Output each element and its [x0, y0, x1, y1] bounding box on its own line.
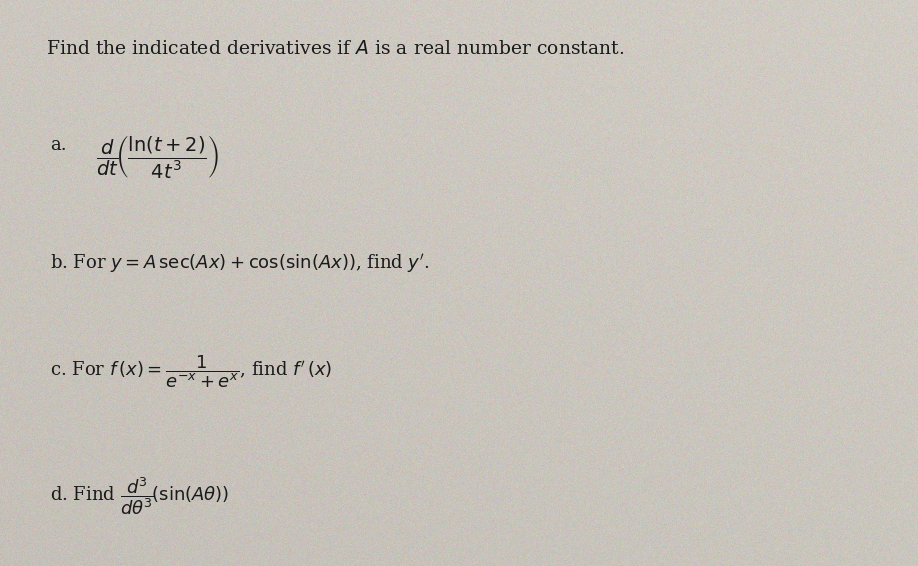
Text: a.: a. [50, 136, 67, 154]
Text: Find the indicated derivatives if $\mathit{A}$ is a real number constant.: Find the indicated derivatives if $\math… [46, 40, 624, 58]
Text: d. Find $\dfrac{d^3}{d\theta^3}\!\left(\sin(A\theta)\right)$: d. Find $\dfrac{d^3}{d\theta^3}\!\left(\… [50, 475, 230, 517]
Text: $\dfrac{d}{dt}\!\left(\dfrac{\ln(t+2)}{4t^3}\right)$: $\dfrac{d}{dt}\!\left(\dfrac{\ln(t+2)}{4… [96, 133, 219, 180]
Text: b. For $y = A\,\sec(Ax) + \cos(\sin(Ax))$, find $y'$.: b. For $y = A\,\sec(Ax) + \cos(\sin(Ax))… [50, 252, 430, 275]
Text: c. For $f\,(x) = \dfrac{1}{e^{-x}+e^{x}}$, find $f'\,(x)$: c. For $f\,(x) = \dfrac{1}{e^{-x}+e^{x}}… [50, 354, 332, 391]
